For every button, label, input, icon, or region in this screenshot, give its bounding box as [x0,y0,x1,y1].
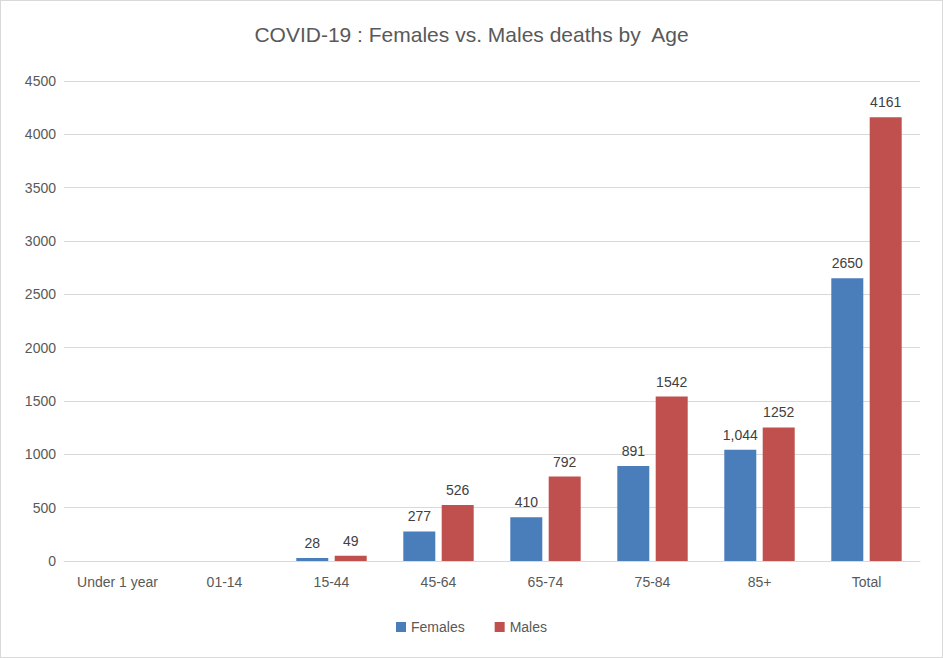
svg-text:2000: 2000 [25,340,56,356]
svg-text:Under 1 year: Under 1 year [77,574,158,590]
svg-text:Females: Females [411,619,465,635]
svg-text:01-14: 01-14 [207,574,243,590]
svg-text:891: 891 [622,443,646,459]
svg-text:1252: 1252 [763,404,794,420]
svg-text:0: 0 [48,553,56,569]
svg-text:2650: 2650 [832,255,863,271]
svg-text:28: 28 [305,535,321,551]
svg-text:3500: 3500 [25,180,56,196]
svg-text:85+: 85+ [748,574,772,590]
svg-text:792: 792 [553,454,577,470]
svg-text:4161: 4161 [870,94,901,110]
svg-text:4000: 4000 [25,126,56,142]
svg-text:75-84: 75-84 [635,574,671,590]
svg-text:Males: Males [510,619,547,635]
svg-text:410: 410 [515,494,539,510]
svg-text:277: 277 [408,508,432,524]
svg-text:1500: 1500 [25,393,56,409]
svg-text:65-74: 65-74 [528,574,564,590]
svg-text:Total: Total [852,574,882,590]
svg-text:526: 526 [446,482,470,498]
svg-text:1542: 1542 [656,374,687,390]
svg-text:COVID-19 : Females vs. Males d: COVID-19 : Females vs. Males deaths by A… [254,23,688,46]
svg-text:4500: 4500 [25,73,56,89]
svg-text:3000: 3000 [25,233,56,249]
svg-text:15-44: 15-44 [314,574,350,590]
svg-text:1,044: 1,044 [723,427,758,443]
svg-text:45-64: 45-64 [421,574,457,590]
svg-text:2500: 2500 [25,286,56,302]
svg-text:1000: 1000 [25,446,56,462]
svg-text:500: 500 [33,500,57,516]
svg-text:49: 49 [343,533,359,549]
